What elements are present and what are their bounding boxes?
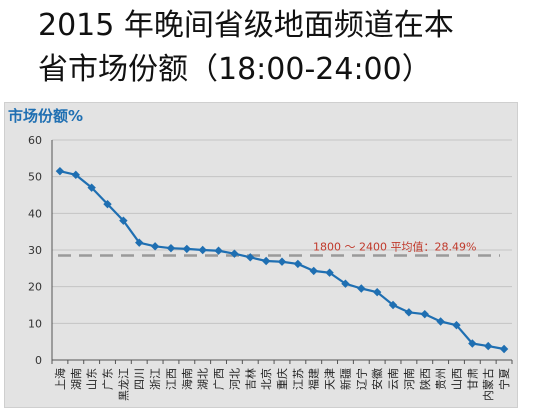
x-tick-label: 北京: [259, 368, 273, 390]
axes: [51, 140, 513, 364]
data-point: [341, 279, 350, 288]
y-axis-label: 市场份额%: [8, 107, 84, 125]
data-point: [325, 268, 334, 277]
y-tick-label: 60: [28, 134, 42, 147]
title-line-1: 2015 年晚间省级地面频道在本: [38, 8, 454, 43]
data-point: [135, 238, 144, 247]
data-point: [404, 308, 414, 317]
x-tick-label: 宁夏: [497, 368, 511, 390]
data-point: [452, 320, 461, 330]
x-tick-label: 贵州: [435, 368, 448, 390]
data-point: [484, 341, 493, 351]
data-point: [468, 339, 477, 348]
data-point: [230, 249, 239, 258]
x-tick-label: 河北: [228, 368, 241, 390]
data-point: [277, 257, 287, 266]
x-tick-label: 福建: [307, 368, 321, 390]
y-tick-label: 0: [35, 354, 42, 367]
data-point: [309, 266, 318, 276]
data-point: [357, 284, 366, 293]
y-tick-labels: 0 10 20 30 40 50 60: [28, 134, 42, 367]
x-tick-label: 辽宁: [354, 368, 368, 390]
data-point: [55, 166, 65, 176]
data-point: [214, 246, 223, 255]
chart-title: 2015 年晚间省级地面频道在本 省市场份额（18:00-24:00）: [38, 4, 533, 92]
x-tick-label: 浙江: [149, 368, 162, 390]
data-point: [293, 259, 303, 269]
x-tick-label: 湖北: [197, 368, 210, 390]
x-tick-label: 广西: [213, 368, 226, 390]
x-tick-label: 吉林: [243, 368, 257, 390]
x-tick-label: 黑龙江: [117, 368, 130, 401]
data-point: [87, 183, 96, 192]
x-tick-labels: 上海 湖南 山东 广东 黑龙江 四川 浙江 江西 海南 湖北 广西 河北 吉林 北京 重庆 江苏 福建 天津 新疆辽…: [53, 368, 511, 401]
y-tick-label: 40: [28, 207, 42, 220]
data-point: [388, 300, 398, 310]
data-point: [119, 216, 128, 225]
data-point: [436, 317, 445, 326]
x-tick-label: 天津: [324, 368, 337, 390]
x-tick-label: 陕西: [418, 368, 432, 390]
data-point: [166, 243, 176, 253]
x-tick-label: 云南: [387, 368, 400, 390]
data-point: [198, 245, 207, 255]
y-tick-label: 50: [28, 171, 42, 184]
x-tick-label: 内蒙古: [481, 368, 495, 401]
data-point: [71, 170, 80, 180]
y-tick-label: 30: [28, 244, 42, 257]
data-point: [420, 309, 429, 319]
x-tick-label: 江苏: [292, 368, 305, 390]
gridlines: [52, 139, 512, 324]
series-group: [55, 166, 509, 354]
data-point: [372, 287, 382, 297]
title-line-2: 省市场份额（18:00-24:00）: [38, 52, 432, 87]
data-point: [499, 344, 509, 354]
x-tick-label: 河南: [403, 368, 416, 390]
x-tick-label: 上海: [53, 368, 67, 390]
data-point: [246, 253, 255, 262]
x-tick-label: 四川: [133, 368, 146, 390]
x-tick-label: 广东: [102, 368, 115, 390]
data-point: [182, 244, 192, 254]
x-tick-label: 新疆: [338, 368, 352, 390]
average-line-group: 1800 ～ 2400 平均值：28.49%: [58, 241, 500, 257]
x-tick-label: 湖南: [70, 368, 83, 390]
x-tick-label: 山西: [450, 368, 463, 390]
data-point: [103, 199, 112, 209]
data-point: [261, 256, 271, 266]
x-tick-label: 甘肃: [466, 368, 479, 390]
x-tick-label: 安徽: [370, 368, 384, 390]
x-tick-label: 山东: [86, 368, 99, 390]
x-tick-label: 海南: [180, 368, 194, 390]
y-tick-label: 20: [28, 281, 42, 294]
x-tick-label: 江西: [165, 368, 178, 390]
y-tick-label: 10: [28, 317, 42, 330]
average-line-label: 1800 ～ 2400 平均值：28.49%: [313, 241, 476, 254]
data-point: [150, 242, 160, 251]
x-tick-label: 重庆: [275, 368, 289, 390]
